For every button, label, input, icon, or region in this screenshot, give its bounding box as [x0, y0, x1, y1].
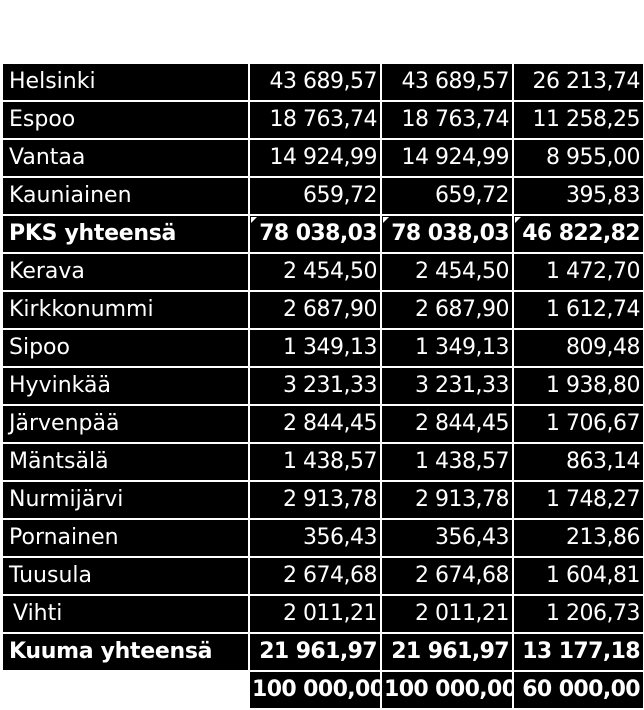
row-value-col2: 2 454,50: [380, 252, 514, 292]
row-value-col1: 659,72: [248, 176, 382, 216]
row-name: Mäntsälä: [1, 442, 250, 482]
row-value-col1: 3 231,33: [248, 366, 382, 406]
table-row-grand-total: 100 000,00 100 000,00 60 000,00: [1, 670, 644, 710]
row-value-col1: 18 763,74: [248, 100, 382, 140]
row-name: Kerava: [1, 252, 250, 292]
row-value-col1: 2 687,90: [248, 290, 382, 330]
total-value-col3: 60 000,00: [512, 670, 644, 710]
row-name: Espoo: [1, 100, 250, 140]
row-name: PKS yhteensä: [1, 214, 250, 254]
row-name: Sipoo: [1, 328, 250, 368]
row-value-col1: 2 011,21: [248, 594, 382, 634]
municipality-table: Helsinki 43 689,57 43 689,57 26 213,74 E…: [1, 62, 644, 710]
cell-marker: [383, 217, 389, 223]
empty-cell: [1, 670, 250, 710]
row-value-col3: 1 612,74: [512, 290, 644, 330]
row-value-col1: 2 913,78: [248, 480, 382, 520]
table-row-tuusula: Tuusula 2 674,68 2 674,68 1 604,81: [1, 556, 644, 596]
row-value-col3: 1 206,73: [512, 594, 644, 634]
table-row-jarvenpaa: Järvenpää 2 844,45 2 844,45 1 706,67: [1, 404, 644, 444]
table-row-kerava: Kerava 2 454,50 2 454,50 1 472,70: [1, 252, 644, 292]
table-row-helsinki: Helsinki 43 689,57 43 689,57 26 213,74: [1, 62, 644, 102]
row-value-col1: 356,43: [248, 518, 382, 558]
row-value-col3: 1 938,80: [512, 366, 644, 406]
row-value-col2: 2 844,45: [380, 404, 514, 444]
row-value-col1: 78 038,03: [248, 214, 382, 254]
row-value-col3: 26 213,74: [512, 62, 644, 102]
row-name: Kauniainen: [1, 176, 250, 216]
row-value-col2: 2 674,68: [380, 556, 514, 596]
row-value-col2: 43 689,57: [380, 62, 514, 102]
row-value-col3: 395,83: [512, 176, 644, 216]
row-value-col3: 8 955,00: [512, 138, 644, 178]
table-row-kuuma-subtotal: Kuuma yhteensä 21 961,97 21 961,97 13 17…: [1, 632, 644, 672]
row-name: Pornainen: [1, 518, 250, 558]
row-value-col1: 2 674,68: [248, 556, 382, 596]
table-row-nurmijarvi: Nurmijärvi 2 913,78 2 913,78 1 748,27: [1, 480, 644, 520]
row-value-col3: 1 472,70: [512, 252, 644, 292]
row-name: Vihti: [1, 594, 250, 634]
row-value-col1: 1 438,57: [248, 442, 382, 482]
row-value-col2: 78 038,03: [380, 214, 514, 254]
table-row-kirkkonummi: Kirkkonummi 2 687,90 2 687,90 1 612,74: [1, 290, 644, 330]
table-row-espoo: Espoo 18 763,74 18 763,74 11 258,25: [1, 100, 644, 140]
row-value-col3: 863,14: [512, 442, 644, 482]
row-name: Nurmijärvi: [1, 480, 250, 520]
row-name: Järvenpää: [1, 404, 250, 444]
table-row-kauniainen: Kauniainen 659,72 659,72 395,83: [1, 176, 644, 216]
row-value-col2: 2 011,21: [380, 594, 514, 634]
row-value-col2: 3 231,33: [380, 366, 514, 406]
row-value-col1: 14 924,99: [248, 138, 382, 178]
cell-marker: [515, 217, 521, 223]
cell-marker: [251, 217, 257, 223]
row-value-col3: 213,86: [512, 518, 644, 558]
row-name-text: Vihti: [13, 601, 63, 626]
row-name: Hyvinkää: [1, 366, 250, 406]
row-value-col2: 1 438,57: [380, 442, 514, 482]
row-value-col3: 1 748,27: [512, 480, 644, 520]
row-value-col2: 1 349,13: [380, 328, 514, 368]
table-row-vantaa: Vantaa 14 924,99 14 924,99 8 955,00: [1, 138, 644, 178]
row-value-col2: 21 961,97: [380, 632, 514, 672]
row-name: Vantaa: [1, 138, 250, 178]
row-value-col3: 11 258,25: [512, 100, 644, 140]
row-value-col2: 18 763,74: [380, 100, 514, 140]
row-value-col2: 659,72: [380, 176, 514, 216]
row-value-col2: 14 924,99: [380, 138, 514, 178]
row-value-col1: 43 689,57: [248, 62, 382, 102]
table-row-sipoo: Sipoo 1 349,13 1 349,13 809,48: [1, 328, 644, 368]
row-value-text: 46 822,82: [522, 221, 640, 246]
row-name: Tuusula: [1, 556, 250, 596]
row-value-col1: 21 961,97: [248, 632, 382, 672]
row-value-text: 78 038,03: [259, 221, 377, 246]
row-value-col3: 809,48: [512, 328, 644, 368]
table-row-vihti: Vihti 2 011,21 2 011,21 1 206,73: [1, 594, 644, 634]
total-value-col1: 100 000,00: [248, 670, 382, 710]
table-row-pks-subtotal: PKS yhteensä 78 038,03 78 038,03 46 822,…: [1, 214, 644, 254]
total-value-col2: 100 000,00: [380, 670, 514, 710]
row-value-col2: 2 687,90: [380, 290, 514, 330]
row-value-col3: 1 604,81: [512, 556, 644, 596]
table-row-hyvinkaa: Hyvinkää 3 231,33 3 231,33 1 938,80: [1, 366, 644, 406]
row-value-col3: 13 177,18: [512, 632, 644, 672]
row-value-col1: 2 454,50: [248, 252, 382, 292]
table-row-pornainen: Pornainen 356,43 356,43 213,86: [1, 518, 644, 558]
row-name: Helsinki: [1, 62, 250, 102]
row-value-col1: 2 844,45: [248, 404, 382, 444]
row-name: Kirkkonummi: [1, 290, 250, 330]
row-value-col3: 1 706,67: [512, 404, 644, 444]
row-value-col2: 2 913,78: [380, 480, 514, 520]
row-value-col2: 356,43: [380, 518, 514, 558]
row-name: Kuuma yhteensä: [1, 632, 250, 672]
table-row-mantsala: Mäntsälä 1 438,57 1 438,57 863,14: [1, 442, 644, 482]
row-value-col3: 46 822,82: [512, 214, 644, 254]
row-value-text: 78 038,03: [391, 221, 509, 246]
row-value-col1: 1 349,13: [248, 328, 382, 368]
municipality-table-container: Helsinki 43 689,57 43 689,57 26 213,74 E…: [0, 62, 644, 710]
